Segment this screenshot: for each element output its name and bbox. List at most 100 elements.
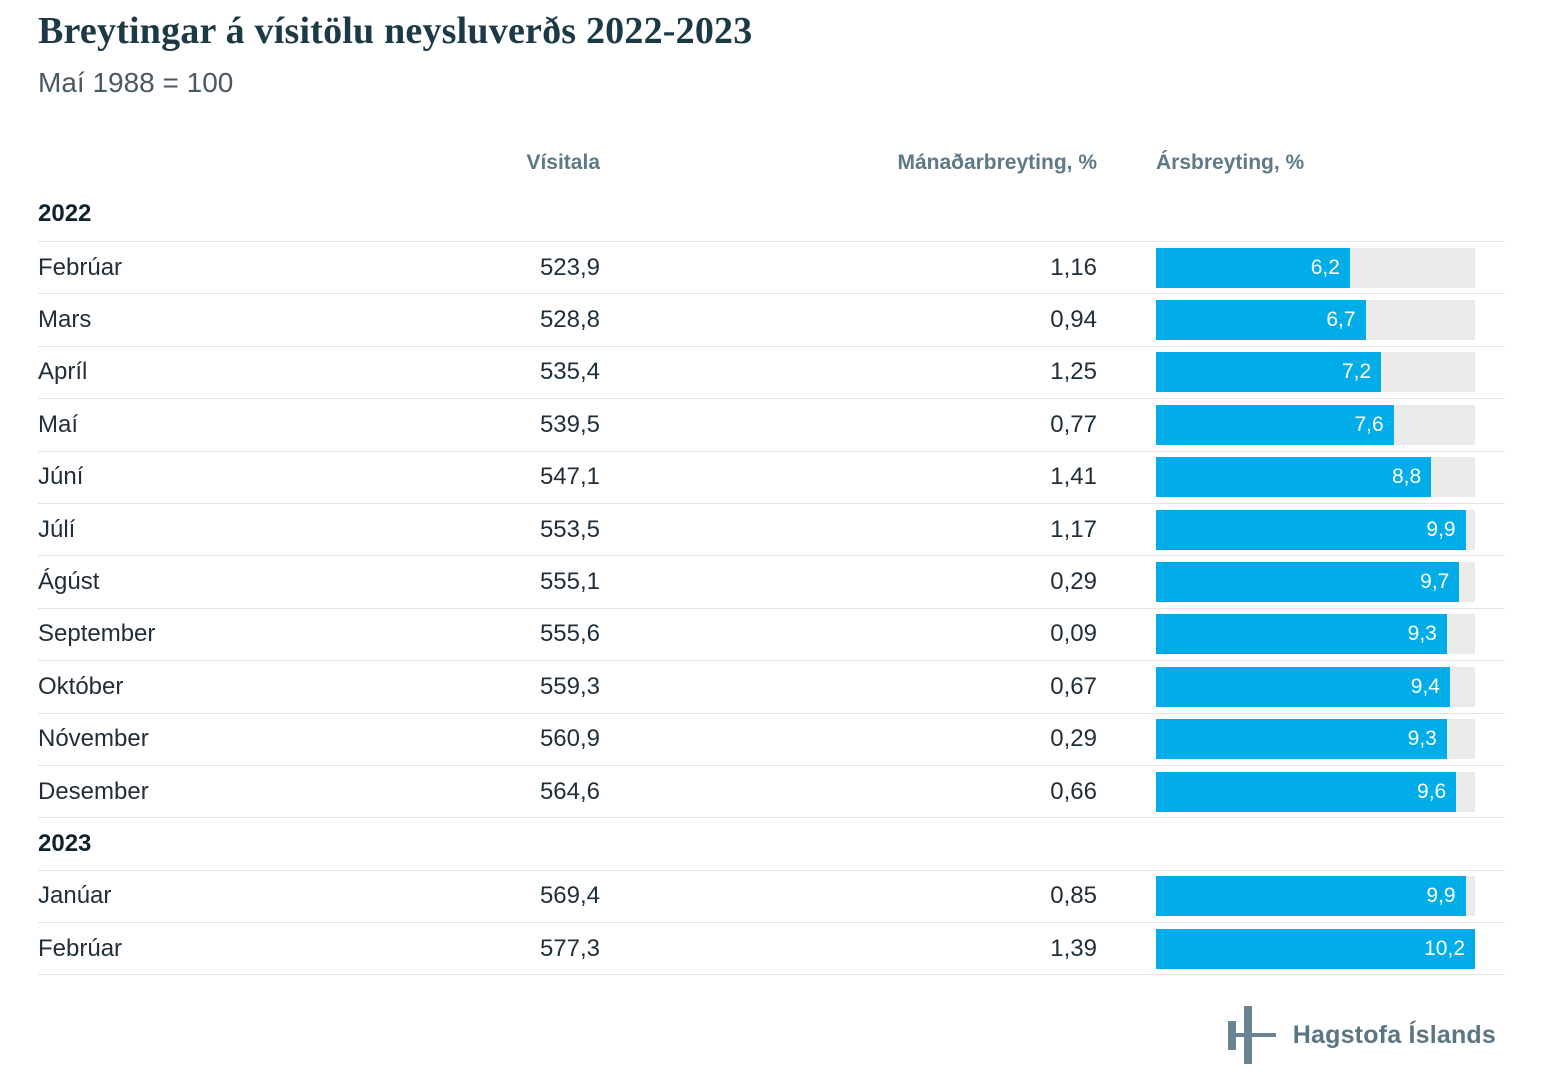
bar-track: 9,7 [1156, 562, 1475, 603]
bar-value-label: 6,2 [1310, 255, 1340, 279]
table-row: Febrúar 523,9 1,16 6,2 [38, 242, 1505, 295]
manadarbreyting-value: 0,09 [1050, 620, 1097, 648]
month-label: Júní [38, 463, 84, 491]
bar-track: 7,2 [1156, 352, 1475, 393]
table-row: Febrúar 577,3 1,39 10,2 [38, 923, 1505, 976]
month-label: Febrúar [38, 934, 123, 962]
page-title: Breytingar á vísitölu neysluverðs 2022-2… [38, 10, 753, 52]
manadarbreyting-value: 0,77 [1050, 410, 1097, 438]
table-row: Júlí 553,5 1,17 9,9 [38, 504, 1505, 557]
bar-track: 9,9 [1156, 509, 1475, 550]
arsbreyting-bar-cell: 6,7 [1156, 300, 1505, 341]
bar-value-label: 8,8 [1392, 465, 1422, 489]
table-row: Nóvember 560,9 0,29 9,3 [38, 714, 1505, 766]
arsbreyting-bar-cell: 9,4 [1156, 666, 1505, 707]
month-label: Október [38, 672, 124, 700]
arsbreyting-bar-cell: 9,3 [1156, 719, 1505, 760]
table-row: September 555,6 0,09 9,3 [38, 609, 1505, 662]
bar-fill: 7,6 [1156, 404, 1394, 445]
bar-fill: 9,6 [1156, 771, 1457, 812]
bar-value-label: 9,6 [1417, 779, 1447, 803]
bar-fill: 9,7 [1156, 562, 1460, 603]
month-label: Mars [38, 306, 92, 334]
column-header-visitala: Vísitala [526, 151, 600, 174]
manadarbreyting-value: 1,25 [1050, 358, 1097, 386]
bar-fill: 9,3 [1156, 614, 1447, 655]
column-header-arsbreyting: Ársbreyting, % [1156, 151, 1305, 174]
arsbreyting-bar-cell: 7,6 [1156, 404, 1505, 445]
month-label: Nóvember [38, 725, 149, 753]
hagstofa-islands-logo-icon [1227, 1006, 1276, 1064]
manadarbreyting-value: 0,66 [1050, 777, 1097, 805]
month-label: Júlí [38, 515, 76, 543]
manadarbreyting-value: 1,16 [1050, 253, 1097, 281]
table-row: Janúar 569,4 0,85 9,9 [38, 871, 1505, 924]
month-label: Ágúst [38, 568, 100, 596]
manadarbreyting-value: 1,17 [1050, 515, 1097, 543]
bar-track: 9,3 [1156, 719, 1475, 760]
bar-fill: 7,2 [1156, 352, 1382, 393]
visitala-value: 535,4 [539, 358, 600, 386]
bar-value-label: 9,9 [1426, 884, 1456, 908]
month-label: Apríl [38, 358, 88, 386]
arsbreyting-bar-cell: 9,6 [1156, 771, 1505, 812]
visitala-value: 547,1 [539, 463, 600, 491]
bar-track: 6,7 [1156, 300, 1475, 341]
visitala-value: 539,5 [539, 410, 600, 438]
table-row: Desember 564,6 0,66 9,6 [38, 766, 1505, 819]
bar-track: 6,2 [1156, 247, 1475, 288]
arsbreyting-bar-cell: 9,9 [1156, 876, 1505, 917]
table-row: Ágúst 555,1 0,29 9,7 [38, 556, 1505, 609]
visitala-value: 528,8 [539, 306, 600, 334]
bar-track: 9,6 [1156, 771, 1475, 812]
table-row: Apríl 535,4 1,25 7,2 [38, 347, 1505, 400]
bar-track: 9,3 [1156, 614, 1475, 655]
bar-track: 7,6 [1156, 404, 1475, 445]
manadarbreyting-value: 0,94 [1050, 306, 1097, 334]
manadarbreyting-value: 1,39 [1050, 934, 1097, 962]
month-label: Maí [38, 410, 79, 438]
bar-fill: 9,9 [1156, 876, 1466, 917]
bar-track: 9,4 [1156, 666, 1475, 707]
month-label: Janúar [38, 882, 112, 910]
bar-fill: 8,8 [1156, 457, 1432, 498]
visitala-value: 564,6 [539, 777, 600, 805]
arsbreyting-bar-cell: 7,2 [1156, 352, 1505, 393]
bar-track: 10,2 [1156, 928, 1475, 969]
bar-fill: 10,2 [1156, 928, 1475, 969]
bar-track: 9,9 [1156, 876, 1475, 917]
column-header-manadarbreyting: Mánaðarbreyting, % [897, 151, 1097, 174]
visitala-value: 555,6 [539, 620, 600, 648]
table-row: Maí 539,5 0,77 7,6 [38, 399, 1505, 452]
arsbreyting-bar-cell: 6,2 [1156, 247, 1505, 288]
visitala-value: 569,4 [539, 882, 600, 910]
cpi-table: Vísitala Mánaðarbreyting, % Ársbreyting,… [38, 146, 1505, 976]
bar-fill: 9,9 [1156, 509, 1466, 550]
manadarbreyting-value: 0,29 [1050, 725, 1097, 753]
table-body: 2022 Febrúar 523,9 1,16 6,2 Mars 528,8 0,94 6,7 A… [38, 186, 1505, 976]
year-header-2022: 2022 [38, 186, 1505, 242]
table-row: Mars 528,8 0,94 6,7 [38, 294, 1505, 347]
manadarbreyting-value: 0,85 [1050, 882, 1097, 910]
bar-value-label: 9,9 [1426, 517, 1456, 541]
arsbreyting-bar-cell: 10,2 [1156, 928, 1505, 969]
bar-fill: 6,7 [1156, 300, 1366, 341]
bar-value-label: 9,7 [1420, 570, 1450, 594]
column-header-row: Vísitala Mánaðarbreyting, % Ársbreyting,… [38, 146, 1505, 180]
table-row: Október 559,3 0,67 9,4 [38, 661, 1505, 714]
bar-value-label: 7,2 [1341, 360, 1372, 384]
visitala-value: 523,9 [539, 253, 600, 281]
month-label: September [38, 620, 156, 648]
page-subtitle: Maí 1988 = 100 [38, 67, 234, 98]
bar-fill: 9,4 [1156, 666, 1450, 707]
bar-fill: 9,3 [1156, 719, 1447, 760]
bar-value-label: 9,4 [1410, 674, 1440, 698]
bar-fill: 6,2 [1156, 247, 1350, 288]
visitala-value: 559,3 [539, 672, 600, 700]
arsbreyting-bar-cell: 9,9 [1156, 509, 1505, 550]
logo-horizontal-bar [1227, 1033, 1276, 1037]
year-header-2023: 2023 [38, 818, 1505, 871]
table-row: Júní 547,1 1,41 8,8 [38, 452, 1505, 504]
arsbreyting-bar-cell: 9,7 [1156, 562, 1505, 603]
logo-text: Hagstofa Íslands [1292, 1020, 1496, 1049]
